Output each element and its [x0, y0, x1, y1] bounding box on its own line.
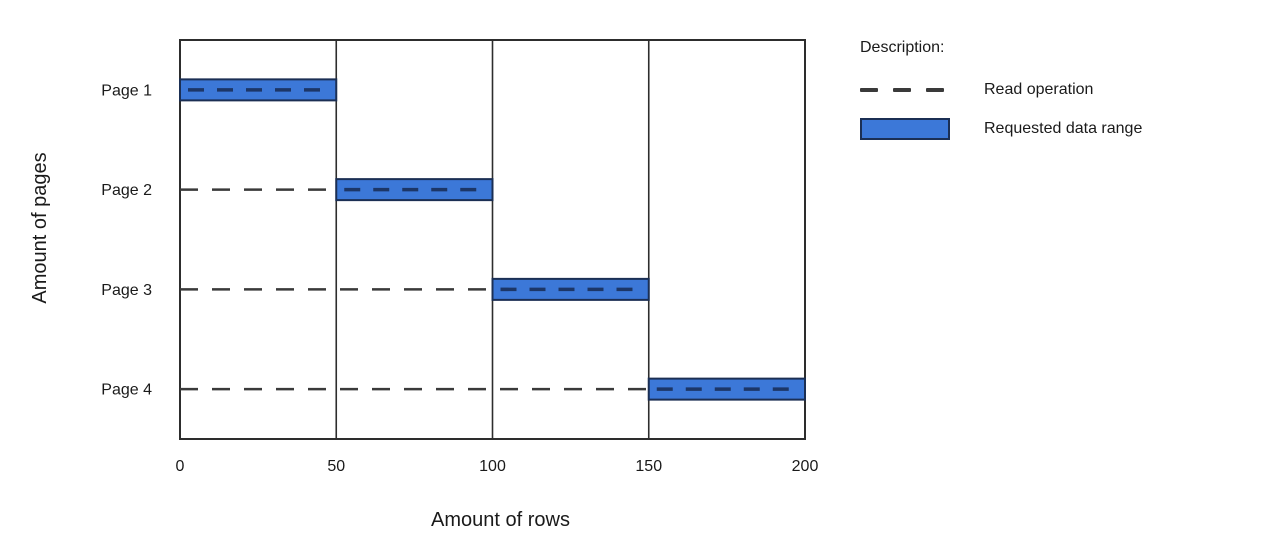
dashed-line-icon — [860, 88, 944, 92]
legend-item-label: Read operation — [984, 81, 1094, 98]
row-label: Page 2 — [101, 182, 152, 199]
legend-item-label: Requested data range — [984, 120, 1143, 137]
x-axis-title: Amount of rows — [431, 509, 570, 531]
legend-title: Description: — [860, 39, 945, 56]
row-label: Page 3 — [101, 282, 152, 299]
x-tick-label: 200 — [792, 458, 819, 475]
x-tick-label: 0 — [176, 458, 185, 475]
row-label: Page 4 — [101, 382, 152, 399]
x-tick-label: 150 — [635, 458, 662, 475]
swatch-box — [860, 88, 952, 92]
legend-item-requested-data-range: Requested data range — [860, 117, 1142, 141]
legend-item-read-operation: Read operation — [860, 78, 1142, 102]
y-axis-title: Amount of pages — [29, 152, 51, 303]
swatch-box — [860, 118, 952, 140]
bar-swatch-icon — [860, 118, 950, 140]
x-tick-label: 100 — [479, 458, 506, 475]
x-tick-label: 50 — [327, 458, 345, 475]
row-label: Page 1 — [101, 82, 152, 99]
legend: Description: Read operation Requested da… — [860, 38, 1142, 141]
